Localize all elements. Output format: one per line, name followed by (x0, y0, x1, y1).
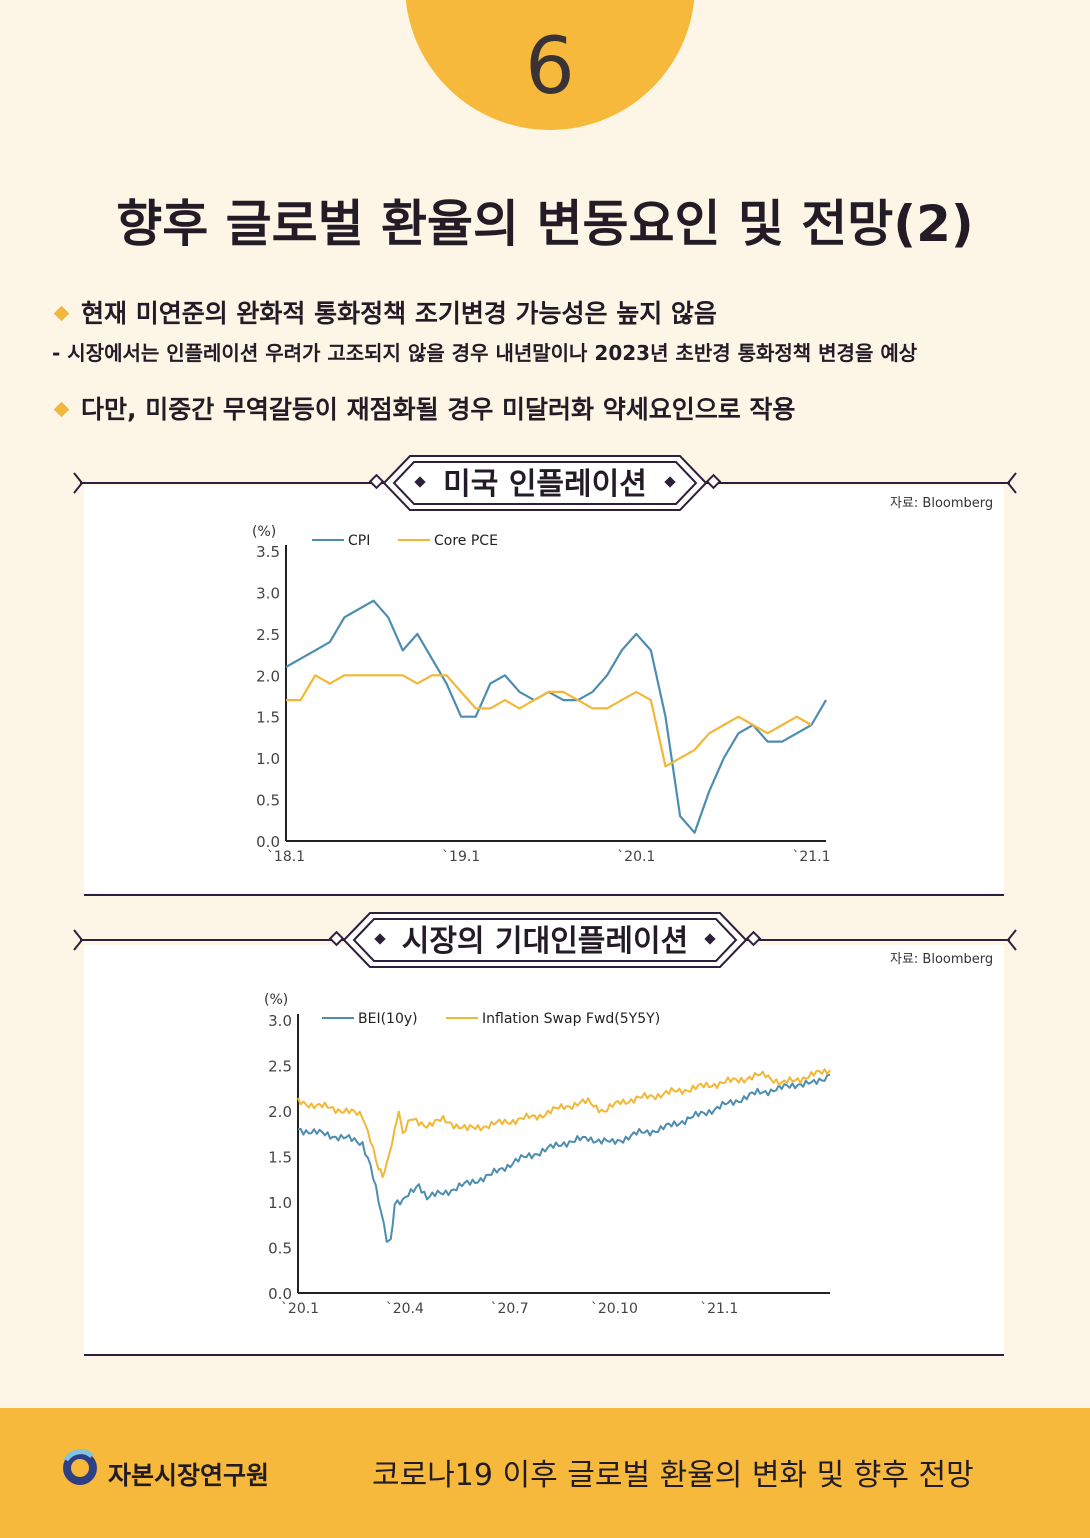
legend-label: CPI (348, 533, 370, 549)
chart-title: 미국 인플레이션 (443, 467, 647, 502)
sub-bullet: - 시장에서는 인플레이션 우려가 고조되지 않을 경우 내년말이나 2023년… (52, 341, 918, 365)
banner-bullet-icon (374, 933, 386, 945)
x-tick-label: `20.10 (591, 1301, 638, 1317)
y-tick-label: 1.5 (256, 709, 280, 727)
y-tick-label: 1.0 (268, 1194, 292, 1212)
page-number: 6 (525, 22, 575, 112)
footer-bar (0, 1408, 1090, 1538)
y-tick-label: 2.0 (268, 1103, 292, 1121)
chart-1-source: 자료: Bloomberg (890, 496, 994, 511)
bullet-2: 다만, 미중간 무역갈등이 재점화될 경우 미달러화 약세요인으로 작용 (50, 390, 795, 426)
bullet-1: 현재 미연준의 완화적 통화정책 조기변경 가능성은 높지 않음 (50, 294, 717, 330)
legend-label: BEI(10y) (358, 1011, 418, 1027)
x-tick-label: `20.4 (386, 1301, 424, 1317)
frame-end-left-icon (73, 929, 84, 951)
series-line-core-pce (286, 674, 812, 768)
y-tick-label: 3.5 (256, 543, 280, 561)
y-tick-label: 0.0 (268, 1285, 292, 1303)
y-tick-label: 3.0 (268, 1012, 292, 1030)
banner-bullet-icon (414, 476, 426, 488)
footer-title: 코로나19 이후 글로벌 환율의 변화 및 향후 전망 (372, 1458, 974, 1493)
banner-diamond-icon (328, 930, 345, 947)
frame-end-right-icon (1006, 472, 1017, 494)
y-tick-label: 3.0 (256, 584, 280, 602)
y-tick-label: 2.5 (256, 626, 280, 644)
footer-org: 자본시장연구원 (108, 1461, 270, 1490)
x-tick-label: `19.1 (442, 849, 480, 865)
chart-panel-1 (84, 485, 1004, 893)
frame-end-left-icon (73, 472, 84, 494)
series-line-cpi (285, 599, 827, 834)
x-tick-label: `21.1 (700, 1301, 738, 1317)
chart-title: 시장의 기대인플레이션 (402, 924, 688, 959)
banner-diamond-icon (368, 473, 385, 490)
banner-inner (392, 461, 698, 505)
series-line-inflation-swap (297, 1068, 831, 1179)
bullet-1-text: 현재 미연준의 완화적 통화정책 조기변경 가능성은 높지 않음 (81, 299, 717, 328)
y-tick-label: 2.0 (256, 667, 280, 685)
y-tick-label: 0.5 (256, 792, 280, 810)
banner-diamond-icon (705, 473, 722, 490)
y-axis-label: (%) (264, 992, 288, 1008)
series-line-bei (297, 1073, 831, 1243)
y-tick-label: 0.0 (256, 833, 280, 851)
y-tick-label: 1.0 (256, 750, 280, 768)
frame-end-right-icon (1006, 929, 1017, 951)
x-tick-label: `20.7 (490, 1301, 528, 1317)
chart-2-source: 자료: Bloomberg (890, 952, 994, 967)
y-tick-label: 2.5 (268, 1058, 292, 1076)
y-axis-label: (%) (252, 524, 276, 540)
page-title: 향후 글로벌 환율의 변동요인 및 전망(2) (116, 195, 974, 253)
banner-diamond-icon (745, 930, 762, 947)
legend-label: Inflation Swap Fwd(5Y5Y) (482, 1011, 660, 1027)
x-tick-label: `18.1 (267, 849, 305, 865)
y-tick-label: 0.5 (268, 1240, 292, 1258)
banner-inner (352, 918, 738, 962)
x-tick-label: `20.1 (617, 849, 655, 865)
x-tick-label: `21.1 (792, 849, 830, 865)
y-tick-label: 1.5 (268, 1149, 292, 1167)
banner-bullet-icon (664, 476, 676, 488)
x-tick-label: `20.1 (281, 1301, 319, 1317)
legend-label: Core PCE (434, 533, 498, 549)
bullet-2-text: 다만, 미중간 무역갈등이 재점화될 경우 미달러화 약세요인으로 작용 (81, 395, 796, 424)
banner-bullet-icon (704, 933, 716, 945)
